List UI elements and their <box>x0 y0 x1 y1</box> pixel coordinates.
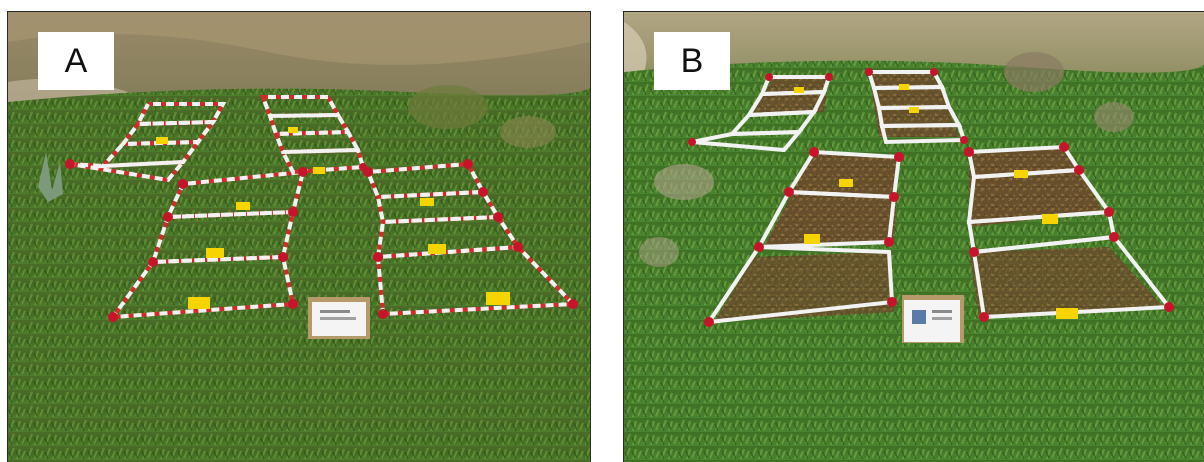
quadrat-tags <box>156 127 510 309</box>
panel-label-a: A <box>38 32 114 90</box>
photo-panel-a: A <box>8 12 590 462</box>
stake-markers <box>688 68 1174 327</box>
info-sign <box>308 297 370 339</box>
panel-label-b: B <box>654 32 730 90</box>
litter-quadrats <box>714 72 1164 322</box>
photo-panel-b: B <box>624 12 1204 462</box>
quadrat-tags <box>794 84 1078 319</box>
stake-markers <box>65 159 578 322</box>
info-sign <box>902 295 964 343</box>
